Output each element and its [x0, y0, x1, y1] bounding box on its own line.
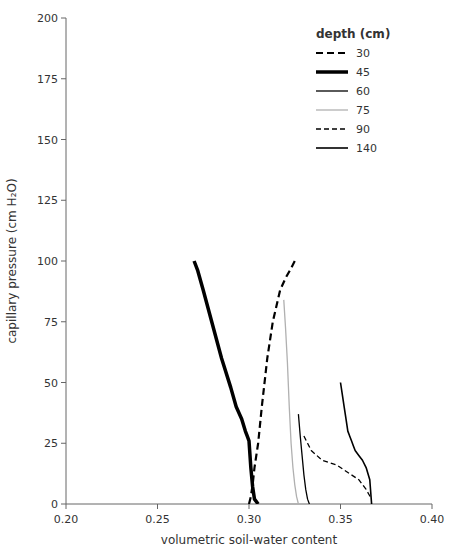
x-tick-label: 0.30: [237, 513, 262, 526]
legend-label: 90: [356, 123, 370, 136]
x-tick: [432, 504, 433, 509]
y-tick-label: 125: [37, 194, 58, 207]
legend-swatch: [316, 109, 348, 110]
y-tick: [61, 504, 66, 505]
y-tick-label: 25: [44, 437, 58, 450]
y-tick-label: 150: [37, 134, 58, 147]
legend-label: 60: [356, 85, 370, 98]
x-tick-label: 0.35: [328, 513, 353, 526]
series-line: [194, 261, 258, 504]
legend-label: 75: [356, 104, 370, 117]
x-tick: [340, 504, 341, 509]
y-tick-label: 75: [44, 316, 58, 329]
series-line: [284, 300, 299, 504]
legend-label: 30: [356, 47, 370, 60]
legend-label: 45: [356, 66, 370, 79]
y-tick: [61, 321, 66, 322]
y-tick-label: 100: [37, 255, 58, 268]
legend-title: depth (cm): [316, 27, 390, 41]
x-tick-label: 0.40: [420, 513, 445, 526]
x-axis-label: volumetric soil-water content: [161, 533, 338, 547]
x-tick: [249, 504, 250, 509]
series-lines: [194, 261, 372, 504]
y-tick-label: 0: [51, 498, 58, 511]
y-tick-label: 50: [44, 377, 58, 390]
series-line: [298, 414, 309, 504]
legend-swatch: [316, 52, 348, 54]
x-tick: [66, 504, 67, 509]
x-tick-label: 0.25: [145, 513, 170, 526]
series-line: [341, 383, 372, 505]
y-tick: [61, 78, 66, 79]
y-tick: [61, 18, 66, 19]
x-tick-label: 0.20: [54, 513, 79, 526]
y-tick: [61, 261, 66, 262]
axes: 0.20 0.25 0.30 0.35 0.40 0 25 50 75 100 125 150 175 2…: [37, 12, 444, 526]
legend: depth (cm) 30 45 60 75 90 140: [316, 27, 390, 155]
y-tick: [61, 382, 66, 383]
y-tick: [61, 200, 66, 201]
legend-swatch: [316, 90, 348, 91]
chart: 0.20 0.25 0.30 0.35 0.40 0 25 50 75 100 125 150 175 2…: [0, 0, 450, 558]
y-axis-label: capillary pressure (cm H₂O): [5, 178, 19, 343]
legend-swatch: [316, 70, 348, 74]
y-tick: [61, 139, 66, 140]
legend-swatch: [316, 128, 348, 129]
y-tick: [61, 443, 66, 444]
y-tick-label: 175: [37, 73, 58, 86]
y-tick-label: 200: [37, 12, 58, 25]
series-line: [304, 436, 372, 499]
legend-label: 140: [356, 142, 377, 155]
legend-swatch: [316, 147, 348, 149]
x-tick: [157, 504, 158, 509]
